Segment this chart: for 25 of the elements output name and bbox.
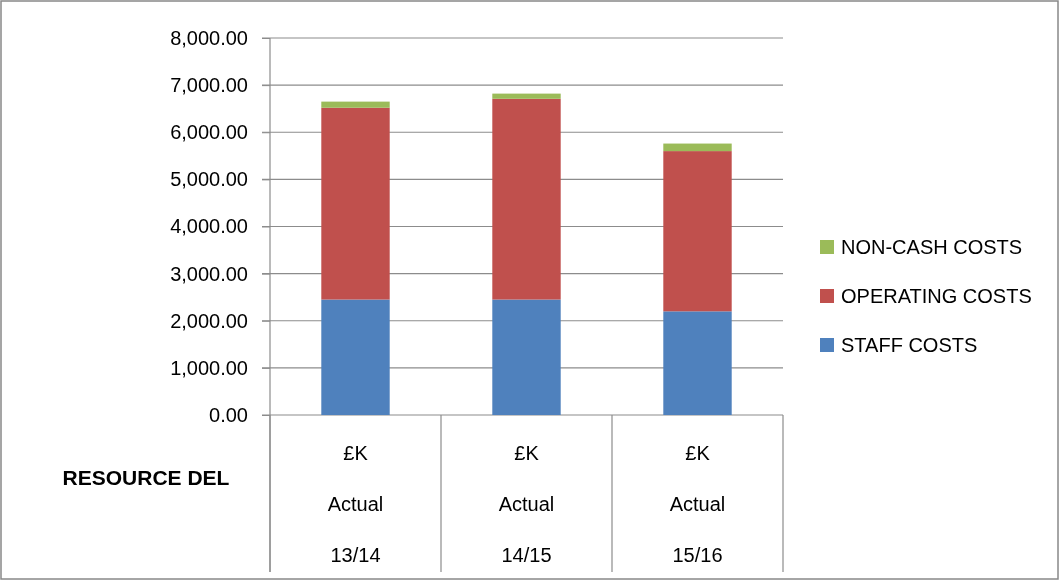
y-tick-label: 0.00 <box>209 403 248 426</box>
x-axis-title: RESOURCE DEL <box>62 466 230 489</box>
y-tick-label: 1,000.00 <box>170 356 248 379</box>
bar <box>492 299 561 415</box>
bar <box>492 98 561 300</box>
y-tick-label: 3,000.00 <box>170 262 248 285</box>
bar <box>321 107 390 300</box>
y-tick-label: 7,000.00 <box>170 74 248 97</box>
y-tick-label: 6,000.00 <box>170 121 248 144</box>
y-tick-label: 5,000.00 <box>170 168 248 191</box>
bar <box>663 143 732 152</box>
category-label: £K Actual 15/16 <box>669 442 726 566</box>
legend-label: STAFF COSTS <box>841 334 978 356</box>
bar <box>663 151 732 312</box>
legend-label: NON-CASH COSTS <box>841 236 1023 258</box>
bar <box>321 101 390 108</box>
category-label: £K Actual 13/14 <box>327 442 384 566</box>
bar <box>321 299 390 415</box>
y-tick-label: 8,000.00 <box>170 26 248 49</box>
bar <box>663 311 732 415</box>
category-label: £K Actual 14/15 <box>498 442 555 566</box>
bar <box>492 93 561 99</box>
y-tick-label: 4,000.00 <box>170 215 248 238</box>
y-tick-label: 2,000.00 <box>170 309 248 332</box>
legend-label: OPERATING COSTS <box>841 285 1032 307</box>
